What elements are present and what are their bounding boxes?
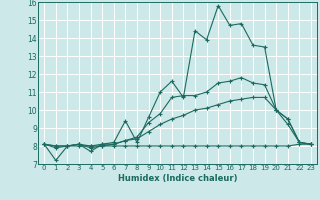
- X-axis label: Humidex (Indice chaleur): Humidex (Indice chaleur): [118, 174, 237, 183]
